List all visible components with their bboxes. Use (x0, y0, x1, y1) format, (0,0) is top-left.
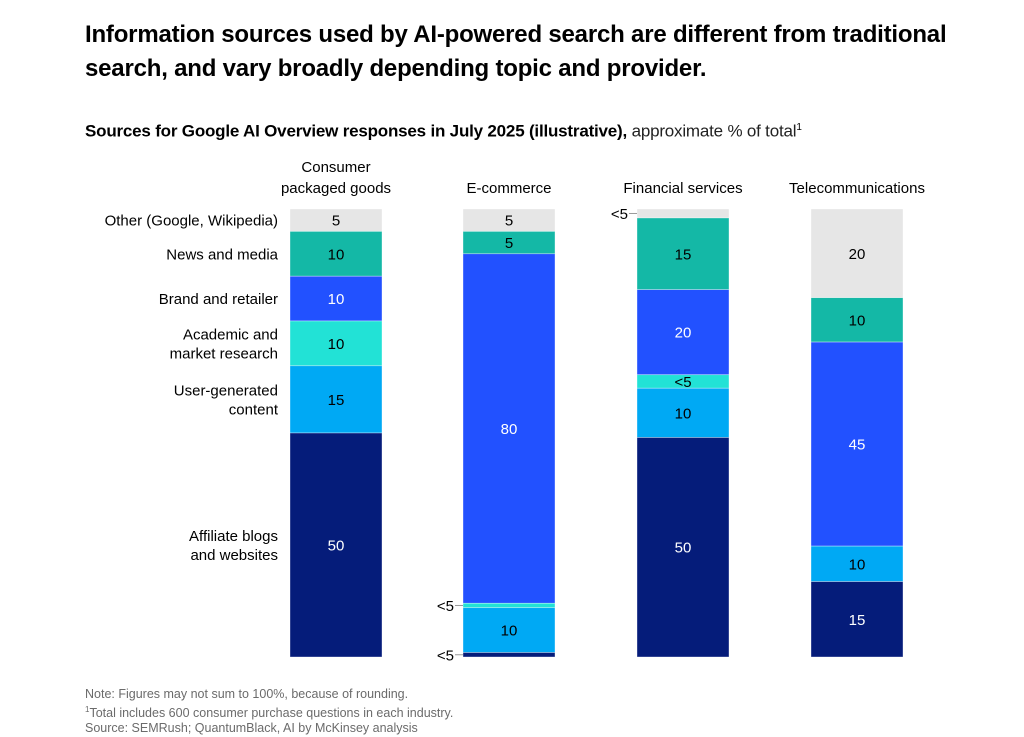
data-label-consumer-packaged-goods-brand-and-retailer: 10 (328, 291, 345, 308)
legend-label-user-generated-content: User-generated (174, 382, 278, 399)
bar-segment-e-commerce-user-generated-content (462, 607, 556, 653)
bar-segment-financial-services-user-generated-content (636, 387, 730, 438)
note-source: Source: SEMRush; QuantumBlack, AI by McK… (85, 721, 418, 736)
note-footnote: 1Total includes 600 consumer purchase qu… (85, 702, 453, 721)
bar-segment-e-commerce-affiliate-blogs-and-websites (462, 652, 556, 658)
legend-label-brand-and-retailer: Brand and retailer (159, 291, 278, 308)
bar-segment-telecommunications-brand-and-retailer (810, 341, 904, 547)
outside-label-e-commerce-academic-and-market-research: <5 (437, 598, 454, 615)
bar-segment-telecommunications-affiliate-blogs-and-websites (810, 581, 904, 658)
legend-label-user-generated-content: content (229, 401, 279, 418)
category-label-financial-services: Financial services (623, 180, 742, 197)
data-label-consumer-packaged-goods-user-generated-content: 15 (328, 392, 345, 409)
data-label-consumer-packaged-goods-news-and-media: 10 (328, 246, 345, 263)
data-label-consumer-packaged-goods-affiliate-blogs-and-websites: 50 (328, 538, 345, 555)
legend-label-news-and-media: News and media (166, 246, 278, 263)
data-label-financial-services-academic-and-market-research: <5 (674, 374, 691, 391)
bar-segment-consumer-packaged-goods-affiliate-blogs-and-websites (289, 432, 383, 658)
subtitle-footnote-mark: 1 (796, 122, 802, 133)
category-label-consumer-packaged-goods: packaged goods (281, 180, 391, 197)
category-label-telecommunications: Telecommunications (789, 180, 925, 197)
data-label-e-commerce-news-and-media: 5 (505, 235, 513, 252)
data-label-telecommunications-affiliate-blogs-and-websites: 15 (849, 612, 866, 629)
footnote-mark: 1 (85, 705, 90, 714)
data-label-financial-services-brand-and-retailer: 20 (675, 325, 692, 342)
bar-segment-financial-services-brand-and-retailer (636, 289, 730, 376)
data-label-financial-services-user-generated-content: 10 (675, 405, 692, 422)
subtitle-bold: Sources for Google AI Overview responses… (85, 121, 628, 141)
bar-segment-e-commerce-brand-and-retailer (462, 253, 556, 604)
bar-segment-consumer-packaged-goods-user-generated-content (289, 365, 383, 434)
bar-segment-financial-services-other-google-wikipedia (636, 208, 730, 219)
bar-segment-consumer-packaged-goods-academic-and-market-research (289, 320, 383, 367)
chart-subtitle: Sources for Google AI Overview responses… (85, 117, 802, 143)
data-label-telecommunications-other-google-wikipedia: 20 (849, 246, 866, 263)
bar-segment-financial-services-news-and-media (636, 217, 730, 290)
data-label-telecommunications-news-and-media: 10 (849, 312, 866, 329)
subtitle-light: approximate % of total (627, 121, 797, 141)
chart-notes: Note: Figures may not sum to 100%, becau… (85, 687, 453, 736)
note-rounding: Note: Figures may not sum to 100%, becau… (85, 687, 409, 701)
data-label-financial-services-affiliate-blogs-and-websites: 50 (675, 540, 692, 557)
legend-label-affiliate-blogs-and-websites: Affiliate blogs (189, 528, 278, 545)
bar-segment-financial-services-affiliate-blogs-and-websites (636, 437, 730, 658)
bar-segment-telecommunications-user-generated-content (810, 545, 904, 582)
legend-label-academic-and-market-research: market research (170, 345, 278, 362)
category-label-e-commerce: E-commerce (466, 180, 551, 197)
data-label-e-commerce-brand-and-retailer: 80 (501, 421, 518, 438)
outside-label-financial-services-other-google-wikipedia: <5 (611, 206, 628, 223)
data-label-telecommunications-user-generated-content: 10 (849, 556, 866, 573)
bar-segment-consumer-packaged-goods-brand-and-retailer (289, 275, 383, 322)
footnote-text: Total includes 600 consumer purchase que… (89, 706, 454, 721)
bar-segment-consumer-packaged-goods-news-and-media (289, 231, 383, 277)
data-label-telecommunications-brand-and-retailer: 45 (849, 437, 866, 454)
legend-label-affiliate-blogs-and-websites: and websites (190, 547, 278, 564)
outside-label-e-commerce-affiliate-blogs-and-websites: <5 (437, 647, 454, 664)
data-label-financial-services-news-and-media: 15 (675, 246, 692, 263)
bar-segment-telecommunications-news-and-media (810, 297, 904, 343)
legend-label-academic-and-market-research: Academic and (183, 326, 278, 343)
category-label-consumer-packaged-goods: Consumer (301, 159, 370, 176)
legend-label-other-google-wikipedia: Other (Google, Wikipedia) (105, 213, 278, 230)
bar-segment-e-commerce-academic-and-market-research (462, 602, 556, 609)
data-label-consumer-packaged-goods-other-google-wikipedia: 5 (332, 213, 340, 230)
data-label-e-commerce-other-google-wikipedia: 5 (505, 213, 513, 230)
bar-segment-telecommunications-other-google-wikipedia (810, 208, 904, 299)
data-label-consumer-packaged-goods-academic-and-market-research: 10 (328, 336, 345, 353)
data-label-e-commerce-user-generated-content: 10 (501, 623, 518, 640)
chart-title: Information sources used by AI-powered s… (85, 21, 947, 82)
